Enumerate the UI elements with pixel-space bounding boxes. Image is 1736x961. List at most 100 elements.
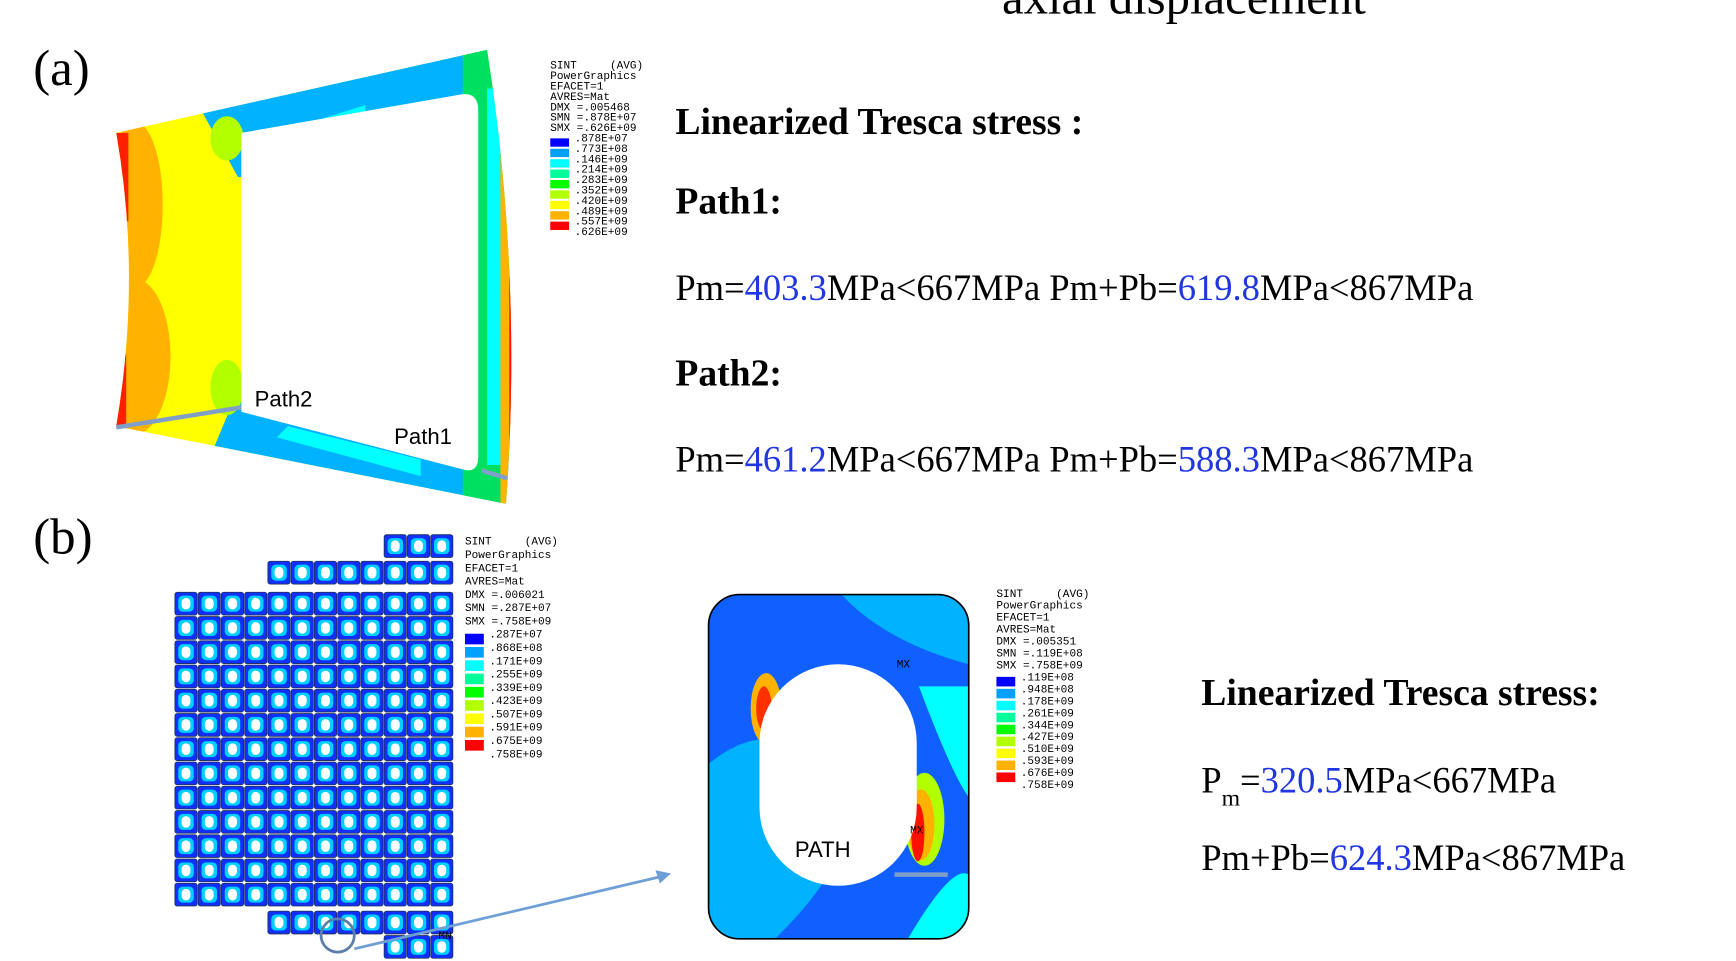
cell-hole: [391, 792, 400, 804]
cell-hole: [321, 865, 330, 877]
cell-hole: [205, 865, 214, 877]
segment: 320.5: [1261, 760, 1343, 801]
cell-hole: [298, 792, 307, 804]
cell-hole: [228, 816, 237, 828]
cell-hole: [228, 719, 237, 731]
cell-hole: [298, 743, 307, 755]
heading: Linearized Tresca stress :: [675, 101, 1083, 143]
cell-hole: [275, 695, 284, 707]
cell-hole: [368, 840, 377, 852]
cell-hole: [391, 768, 400, 780]
result-line: Pm+Pb=624.3MPa<867MPa: [1201, 837, 1625, 878]
cell-hole: [321, 671, 330, 683]
cell-hole: [437, 598, 446, 610]
segment: MPa<867MPa: [1412, 837, 1625, 878]
arrow-head: [655, 870, 671, 883]
cell-hole: [182, 768, 191, 780]
cell-hole: [344, 719, 353, 731]
cell-hole: [368, 567, 377, 579]
cell-hole: [251, 695, 260, 707]
segment: P: [1201, 760, 1221, 801]
cell-hole: [437, 840, 446, 852]
cell-hole: [368, 816, 377, 828]
cell-hole: [251, 768, 260, 780]
cell-hole: [182, 671, 191, 683]
cell-hole: [368, 917, 377, 929]
cell-hole: [251, 840, 260, 852]
marker: MX: [897, 660, 911, 672]
legend-swatch: [550, 201, 569, 209]
cell-hole: [321, 646, 330, 658]
result-line: Pm=461.2MPa<667MPa Pm+Pb=588.3MPa<867MPa: [675, 439, 1473, 480]
cell-hole: [391, 719, 400, 731]
cell-hole: [182, 598, 191, 610]
cell-hole: [275, 646, 284, 658]
legend-swatch: [996, 749, 1015, 759]
marker: MX: [910, 826, 924, 838]
cell-hole: [298, 889, 307, 901]
legend-level: .178E+09: [1021, 696, 1074, 708]
legend-text: AVRES=Mat: [996, 625, 1056, 637]
cell-hole: [437, 889, 446, 901]
cell-hole: [182, 646, 191, 658]
cell-hole: [298, 695, 307, 707]
cell-hole: [391, 695, 400, 707]
legend-text: AVRES=Mat: [465, 577, 525, 589]
cell-hole: [414, 567, 423, 579]
cell-hole: [182, 816, 191, 828]
cell-hole: [414, 816, 423, 828]
cell-hole: [437, 816, 446, 828]
cell-hole: [414, 941, 423, 953]
cell-hole: [275, 889, 284, 901]
cell-hole: [321, 840, 330, 852]
legend-swatch: [550, 222, 569, 230]
group-name: Path1:: [675, 181, 782, 223]
legend-text: SINT (AVG): [996, 589, 1089, 601]
panel-label: (a): [33, 41, 90, 97]
cell-hole: [251, 889, 260, 901]
cell-hole: [391, 941, 400, 953]
cell-hole: [344, 695, 353, 707]
legend-swatch: [550, 180, 569, 188]
page: axial displacement (a) (b) Path2 Path1 P…: [0, 0, 1736, 961]
legend-swatch: [996, 701, 1015, 711]
cell-hole: [344, 646, 353, 658]
cell-hole: [368, 646, 377, 658]
cell-hole: [414, 671, 423, 683]
cell-hole: [321, 598, 330, 610]
cell-hole: [298, 917, 307, 929]
cell-hole: [205, 646, 214, 658]
cell-hole: [368, 622, 377, 634]
legend-swatch: [550, 170, 569, 178]
cell-hole: [298, 840, 307, 852]
cell-hole: [251, 622, 260, 634]
cell-hole: [321, 743, 330, 755]
cell-hole: [298, 622, 307, 634]
cell-hole: [228, 768, 237, 780]
cell-hole: [205, 743, 214, 755]
legend-swatch: [465, 647, 484, 658]
cell-hole: [391, 889, 400, 901]
legend-swatch: [465, 660, 484, 671]
legend-swatch: [996, 725, 1015, 735]
cell-hole: [275, 840, 284, 852]
cell-hole: [414, 646, 423, 658]
legend-text: DMX =.005351: [996, 637, 1076, 649]
legend-level: .344E+09: [1021, 720, 1074, 732]
cell-hole: [414, 743, 423, 755]
cell-hole: [414, 540, 423, 552]
legend-swatch: [996, 761, 1015, 771]
segment: MPa<667MPa Pm+Pb=: [827, 267, 1178, 308]
cell-hole: [205, 816, 214, 828]
cell-hole: [228, 671, 237, 683]
title: axial displacement: [1002, 0, 1366, 24]
cell-hole: [298, 768, 307, 780]
legend-level: .758E+09: [1021, 780, 1074, 792]
legend-swatch: [550, 138, 569, 146]
cell-hole: [205, 598, 214, 610]
cell-hole: [321, 889, 330, 901]
cell-hole: [205, 889, 214, 901]
legend-level: .948E+08: [1021, 684, 1074, 696]
legend-level: .507E+09: [489, 709, 542, 721]
cell-hole: [321, 816, 330, 828]
